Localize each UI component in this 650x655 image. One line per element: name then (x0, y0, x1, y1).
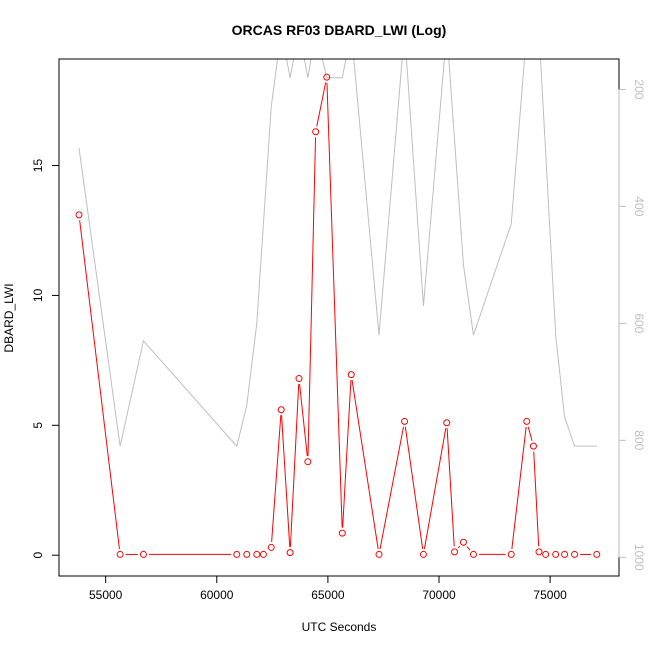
x-axis-label: UTC Seconds (302, 620, 377, 634)
y-tick-label: 15 (31, 159, 45, 173)
series-left-segment (351, 380, 379, 550)
x-tick-label: 65000 (311, 588, 345, 602)
y2-tick-label: 200 (632, 79, 646, 99)
data-point (253, 550, 261, 558)
data-point (542, 550, 550, 558)
data-point (535, 548, 543, 556)
data-point (259, 550, 267, 558)
data-point (401, 417, 409, 425)
data-point (571, 550, 579, 558)
data-point (469, 550, 477, 558)
series-left-segment (423, 428, 447, 550)
data-point (233, 550, 241, 558)
series-left-segment (457, 545, 461, 549)
x-tick-label: 55000 (89, 588, 123, 602)
data-point (139, 550, 147, 558)
data-point (75, 211, 83, 219)
data-point (552, 550, 560, 558)
plot-frame (58, 58, 620, 577)
y-axis-right: 200 400 600 800 1000 (618, 79, 646, 571)
data-point (277, 406, 285, 414)
series-right-line (78, 59, 597, 448)
data-point (507, 550, 515, 558)
y-axis-left: 0 5 10 15 (31, 159, 60, 559)
data-point (375, 550, 383, 558)
chart-title: ORCAS RF03 DBARD_LWI (Log) (232, 22, 447, 38)
data-point (116, 550, 124, 558)
data-point (323, 73, 331, 81)
data-point (347, 371, 355, 379)
series-left-segment (404, 426, 424, 550)
series-left-segment (533, 451, 540, 547)
y-axis-label: DBARD_LWI (2, 283, 16, 352)
x-tick-label: 75000 (533, 588, 567, 602)
data-point (267, 543, 275, 551)
data-point (295, 375, 303, 383)
data-point (312, 128, 320, 136)
data-point (459, 538, 467, 546)
series-left-segment (379, 426, 405, 550)
data-point (523, 417, 531, 425)
series-layer (75, 59, 601, 558)
series-left-segment (316, 82, 327, 127)
data-point (593, 550, 601, 558)
data-point (243, 550, 251, 558)
x-tick-label: 70000 (422, 588, 456, 602)
data-point (304, 458, 312, 466)
series-left-segment (446, 428, 455, 547)
data-point (286, 549, 294, 557)
y2-tick-label: 400 (632, 196, 646, 216)
series-left-segment (281, 415, 291, 548)
series-left-segment (466, 546, 471, 551)
data-point (529, 442, 537, 450)
series-left-segment (289, 384, 300, 548)
y2-tick-label: 800 (632, 430, 646, 450)
series-left-segment (271, 415, 282, 542)
data-point (561, 550, 569, 558)
series-left-segment (299, 383, 308, 457)
y2-tick-label: 1000 (632, 544, 646, 571)
series-left-segment (527, 426, 533, 441)
y-tick-label: 5 (31, 422, 45, 429)
series-left-segment (79, 220, 120, 550)
series-left-segment (342, 380, 352, 528)
x-tick-label: 60000 (200, 588, 234, 602)
series-left-segment (307, 137, 317, 457)
data-point (419, 550, 427, 558)
series-left-segment (326, 82, 343, 528)
series-left-segment (511, 426, 527, 550)
y2-tick-label: 600 (632, 313, 646, 333)
x-axis: 55000 60000 65000 70000 75000 (89, 575, 567, 602)
y-tick-label: 10 (31, 288, 45, 302)
data-point (451, 548, 459, 556)
data-point (443, 419, 451, 427)
data-point (338, 529, 346, 537)
y-tick-label: 0 (31, 552, 45, 559)
